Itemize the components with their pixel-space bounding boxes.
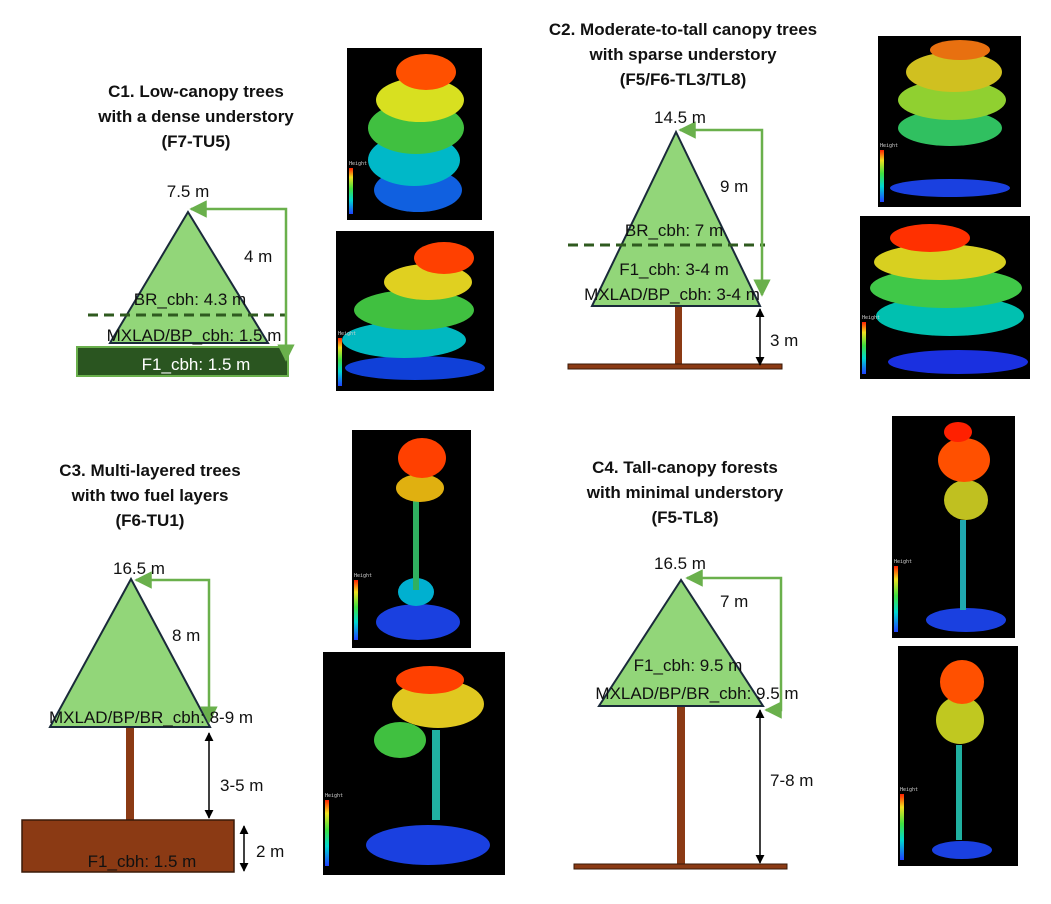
- c2-title-line3: (F5/F6-TL3/TL8): [620, 70, 747, 89]
- colorbar-icon: [894, 566, 898, 632]
- c3-trunk-height-label: 3-5 m: [220, 776, 263, 795]
- c1-f1-cbh-label: F1_cbh: 1.5 m: [142, 355, 251, 374]
- colorbar-icon: [900, 794, 904, 860]
- c4-mxlad-bp-br-cbh-label: MXLAD/BP/BR_cbh: 9.5 m: [595, 684, 798, 703]
- c3-mxlad-bp-br-cbh-label: MXLAD/BP/BR_cbh: 8-9 m: [49, 708, 253, 727]
- c1-title-line3: (F7-TU5): [162, 132, 231, 151]
- c4-title-line3: (F5-TL8): [651, 508, 718, 527]
- c3-f1-cbh-label: F1_cbh: 1.5 m: [88, 852, 197, 871]
- panel-c1: C1. Low-canopy trees with a dense unders…: [76, 48, 494, 391]
- c1-top-colorbar-label: Height: [349, 161, 367, 167]
- c1-title-line2: with a dense understory: [97, 107, 294, 126]
- c2-bottom-colorbar-label: Height: [862, 315, 880, 321]
- panel-c2: C2. Moderate-to-tall canopy trees with s…: [549, 20, 1030, 379]
- c2-gap-label: 9 m: [720, 177, 748, 196]
- c2-top-height: 14.5 m: [654, 108, 706, 127]
- colorbar-icon: [338, 338, 342, 386]
- c3-understory-height-label: 2 m: [256, 842, 284, 861]
- c3-top-colorbar-label: Height: [354, 573, 372, 579]
- c3-lidar-image-top: Height: [352, 430, 471, 648]
- c4-lidar-image-bottom: Height: [898, 646, 1018, 866]
- colorbar-icon: [349, 168, 353, 214]
- c2-crown: [590, 129, 762, 307]
- c4-f1-cbh-label: F1_cbh: 9.5 m: [634, 656, 743, 675]
- c2-lidar-image-bottom: Height: [860, 216, 1030, 379]
- c3-top-height: 16.5 m: [113, 559, 165, 578]
- c1-br-cbh-label: BR_cbh: 4.3 m: [134, 290, 246, 309]
- colorbar-icon: [325, 800, 329, 866]
- colorbar-icon: [354, 580, 358, 640]
- c3-title-line2: with two fuel layers: [71, 486, 229, 505]
- c2-trunk: [675, 306, 682, 364]
- c4-title-line1: C4. Tall-canopy forests: [592, 458, 778, 477]
- c1-crown: [108, 210, 270, 344]
- c3-height-bracket: [134, 571, 218, 724]
- c3-title-line1: C3. Multi-layered trees: [59, 461, 240, 480]
- c2-lidar-image-top: Height: [878, 36, 1021, 207]
- c3-bottom-colorbar-label: Height: [325, 793, 343, 799]
- c3-trunk: [126, 727, 134, 820]
- c4-ground-line: [573, 863, 788, 870]
- c2-trunk-height-label: 3 m: [770, 331, 798, 350]
- c4-trunk: [677, 706, 685, 864]
- c1-mxlad-bp-cbh-label: MXLAD/BP_cbh: 1.5 m: [107, 326, 282, 345]
- c1-bottom-colorbar-label: Height: [338, 331, 356, 337]
- c3-understory-layer: [21, 819, 235, 873]
- c2-height-bracket: [678, 121, 771, 297]
- c4-top-height: 16.5 m: [654, 554, 706, 573]
- c4-height-bracket: [685, 569, 783, 719]
- colorbar-icon: [880, 150, 884, 202]
- c3-crown: [48, 576, 212, 728]
- c1-gap-label: 4 m: [244, 247, 272, 266]
- c2-mxlad-bp-cbh-label: MXLAD/BP_cbh: 3-4 m: [584, 285, 760, 304]
- c2-ground-line: [567, 363, 783, 370]
- c3-gap-label: 8 m: [172, 626, 200, 645]
- c4-trunk-height-label: 7-8 m: [770, 771, 813, 790]
- c4-gap-label: 7 m: [720, 592, 748, 611]
- colorbar-icon: [862, 322, 866, 374]
- panel-c4: C4. Tall-canopy forests with minimal und…: [573, 416, 1018, 870]
- c4-top-colorbar-label: Height: [894, 559, 912, 565]
- c2-br-cbh-label: BR_cbh: 7 m: [625, 221, 723, 240]
- c1-top-height: 7.5 m: [167, 182, 210, 201]
- panel-c3: C3. Multi-layered trees with two fuel la…: [21, 430, 505, 875]
- c4-lidar-image-top: Height: [892, 416, 1015, 638]
- c2-title-line1: C2. Moderate-to-tall canopy trees: [549, 20, 817, 39]
- c2-title-line2: with sparse understory: [588, 45, 777, 64]
- c3-title-line3: (F6-TU1): [116, 511, 185, 530]
- c2-f1-cbh-label: F1_cbh: 3-4 m: [619, 260, 729, 279]
- c1-title-line1: C1. Low-canopy trees: [108, 82, 284, 101]
- c2-top-colorbar-label: Height: [880, 143, 898, 149]
- c1-lidar-image-top: Height: [347, 48, 482, 220]
- c4-bottom-colorbar-label: Height: [900, 787, 918, 793]
- c1-lidar-image-bottom: Height: [336, 231, 494, 391]
- c1-height-bracket: [189, 200, 295, 362]
- c4-title-line2: with minimal understory: [586, 483, 784, 502]
- c3-lidar-image-bottom: Height: [323, 652, 505, 875]
